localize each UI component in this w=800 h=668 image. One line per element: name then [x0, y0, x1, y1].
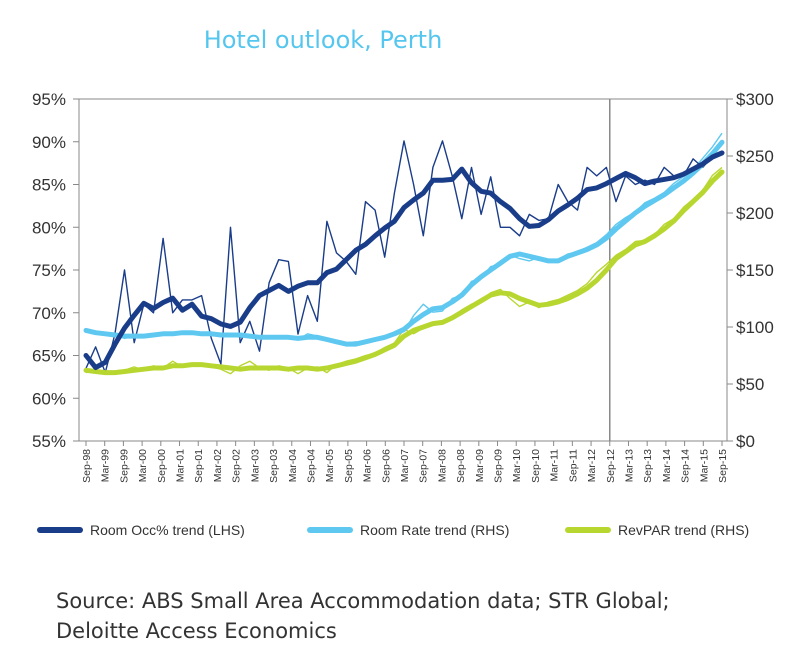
x-axis-ticks: Sep-98 Mar-99 Sep-99 Mar-00 Sep-00 Mar-01 Sep-…: [81, 441, 729, 483]
left-tick-label: 85%: [32, 176, 66, 195]
x-tick-label: Sep-99: [118, 449, 130, 483]
right-tick-label: $100: [736, 318, 774, 337]
legend-occ-label: Room Occ% trend (LHS): [90, 522, 245, 538]
series-raw-line-occ: [85, 140, 723, 374]
legend-rate-label: Room Rate trend (RHS): [360, 522, 509, 538]
x-tick-label: Mar-11: [549, 449, 561, 482]
source-line-1: Source: ABS Small Area Accommodation dat…: [56, 589, 670, 613]
x-tick-label: Mar-14: [661, 449, 673, 482]
x-tick-label: Sep-01: [193, 449, 205, 483]
x-tick-label: Sep-13: [642, 449, 654, 483]
source-note: Source: ABS Small Area Accommodation dat…: [56, 586, 776, 646]
chart-title: Hotel outlook, Perth: [204, 26, 443, 54]
right-tick-label: $200: [736, 204, 774, 223]
x-tick-label: Mar-12: [586, 449, 598, 482]
left-tick-label: 90%: [32, 133, 66, 152]
x-tick-label: Mar-10: [511, 449, 523, 482]
x-tick-label: Mar-01: [175, 449, 187, 482]
x-tick-label: Mar-05: [324, 449, 336, 482]
series-trend-line-rate: [83, 139, 725, 347]
series-trend-line-trend: [83, 169, 725, 376]
right-tick-label: $300: [736, 90, 774, 109]
x-tick-label: Mar-02: [212, 449, 224, 482]
x-tick-label: Mar-00: [137, 449, 149, 482]
x-tick-label: Mar-09: [474, 449, 486, 482]
series-trend-line-occ: [83, 150, 725, 370]
x-tick-label: Sep-00: [156, 449, 168, 483]
x-tick-label: Mar-99: [100, 449, 112, 482]
x-tick-label: Sep-11: [567, 449, 579, 482]
left-tick-label: 80%: [32, 218, 66, 237]
left-tick-label: 55%: [32, 432, 66, 451]
x-tick-label: Sep-06: [380, 449, 392, 483]
x-tick-label: Mar-08: [436, 449, 448, 482]
x-tick-label: Sep-14: [680, 449, 692, 483]
right-tick-label: $150: [736, 261, 774, 280]
x-tick-label: Sep-07: [418, 449, 430, 483]
x-tick-label: Sep-12: [605, 449, 617, 483]
right-axis-ticks: $0 $50 $100 $150 $200 $250 $300: [727, 90, 774, 451]
left-tick-label: 75%: [32, 261, 66, 280]
x-tick-label: Sep-02: [231, 449, 243, 483]
hotel-outlook-chart: Hotel outlook, Perth 55% 60% 65% 70% 75% 80% 8…: [32, 26, 774, 538]
x-tick-label: Sep-03: [268, 449, 280, 483]
x-tick-label: Mar-03: [249, 449, 261, 482]
right-tick-label: $50: [736, 375, 764, 394]
left-tick-label: 70%: [32, 304, 66, 323]
x-tick-label: Sep-04: [305, 449, 317, 483]
x-tick-label: Sep-15: [717, 449, 729, 483]
plot-frame: [78, 98, 728, 442]
left-tick-label: 95%: [32, 90, 66, 109]
legend-revpar-label: RevPAR trend (RHS): [618, 522, 749, 538]
series-raw-line-trend: [85, 166, 723, 375]
right-tick-label: $0: [736, 432, 755, 451]
x-tick-label: Sep-09: [493, 449, 505, 483]
x-tick-label: Sep-98: [81, 449, 93, 483]
x-tick-label: Sep-10: [530, 449, 542, 483]
series-layer: [83, 132, 725, 376]
x-tick-label: Mar-06: [362, 449, 374, 482]
x-tick-label: Mar-13: [623, 449, 635, 482]
source-line-2: Deloitte Access Economics: [56, 619, 337, 643]
x-tick-label: Sep-08: [455, 449, 467, 483]
left-tick-label: 60%: [32, 389, 66, 408]
right-tick-label: $250: [736, 147, 774, 166]
x-tick-label: Mar-15: [698, 449, 710, 482]
x-tick-label: Mar-07: [399, 449, 411, 482]
legend: Room Occ% trend (LHS) Room Rate trend (R…: [37, 522, 749, 538]
x-tick-label: Sep-05: [343, 449, 355, 483]
left-tick-label: 65%: [32, 347, 66, 366]
left-axis-ticks: 55% 60% 65% 70% 75% 80% 85% 90% 95%: [32, 90, 79, 451]
x-tick-label: Mar-04: [287, 449, 299, 482]
